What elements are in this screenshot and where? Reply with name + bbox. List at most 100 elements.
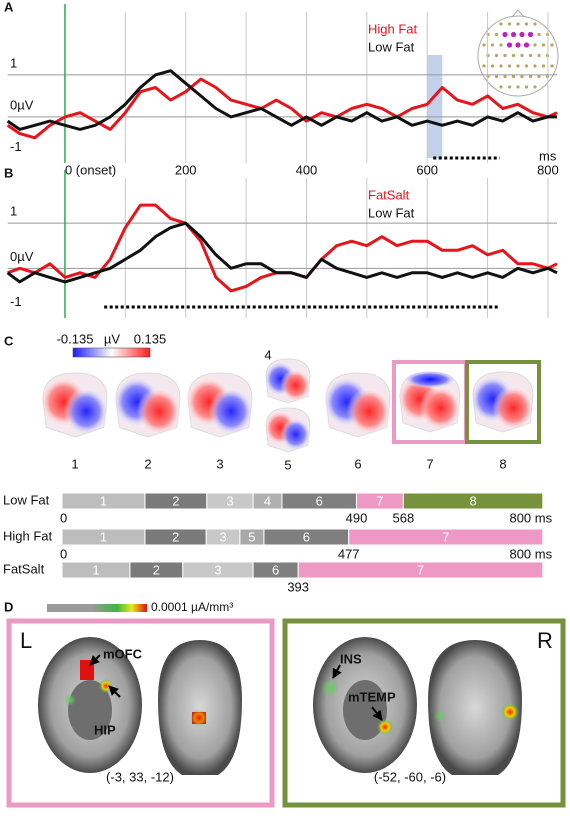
electrode — [527, 31, 534, 38]
coordinates: (-3, 33, -12) — [106, 769, 174, 784]
x-axis-label: ms — [539, 148, 557, 163]
electrode — [494, 32, 499, 37]
topomap-blob — [280, 368, 312, 402]
source-box — [282, 618, 566, 808]
hemisphere-label: R — [537, 628, 553, 653]
legend-entry: High Fat — [368, 21, 418, 36]
electrode — [502, 31, 508, 38]
map-label: 8 — [499, 456, 506, 471]
electrode — [499, 85, 503, 89]
topomap-blob — [346, 387, 392, 436]
map-label: 5 — [284, 457, 291, 472]
brain-coronal — [158, 640, 242, 775]
electrode — [541, 43, 546, 47]
coordinates: (-52, -60, -6) — [374, 769, 446, 784]
electrode — [550, 64, 554, 68]
segment-label: 4 — [264, 493, 271, 508]
x-tick-label: 0 (onset) — [65, 162, 116, 177]
electrode — [524, 85, 529, 89]
electrode — [499, 22, 503, 26]
electrode — [506, 42, 513, 48]
segment-label: 2 — [153, 562, 160, 577]
electrode — [533, 43, 537, 47]
segment-label: 6 — [272, 562, 279, 577]
topomap-blob — [403, 370, 457, 389]
electrode — [528, 74, 533, 79]
region-label: mTEMP — [348, 689, 396, 704]
map-label: 2 — [144, 456, 151, 471]
electrode — [537, 53, 541, 58]
map-frame — [465, 360, 541, 444]
map-label: 4 — [264, 347, 271, 362]
panel-label: B — [4, 165, 13, 180]
map-label: 3 — [216, 456, 223, 471]
row-label: High Fat — [3, 528, 53, 543]
electrode — [524, 64, 529, 68]
colorbar-max: 0.135 — [134, 331, 167, 346]
segment-label: 3 — [226, 493, 233, 508]
segment-label: 3 — [214, 562, 221, 577]
segment-tick-label: 568 — [393, 510, 415, 525]
x-tick-label: 800 — [537, 162, 559, 177]
electrode — [507, 22, 512, 26]
colorbar-unit: µV — [104, 331, 120, 346]
segment-label: 1 — [92, 562, 99, 577]
electrode — [511, 53, 516, 58]
segment-tick-label: 0 — [60, 510, 67, 525]
electrode — [541, 64, 546, 68]
row-label: Low Fat — [3, 492, 50, 507]
series-line — [6, 77, 558, 140]
segment — [297, 561, 544, 579]
electrode — [515, 42, 521, 48]
segment-tick-label: 477 — [338, 546, 360, 561]
x-tick-label: 200 — [175, 162, 197, 177]
electrode — [482, 43, 486, 47]
segment — [402, 492, 544, 510]
electrode — [499, 43, 503, 47]
electrode — [516, 64, 520, 68]
electrode-map — [477, 9, 559, 97]
segment — [348, 528, 544, 546]
segment-label: 2 — [172, 529, 179, 544]
map-label: 1 — [71, 456, 78, 471]
electrode — [490, 43, 495, 47]
segment-label: 7 — [376, 493, 383, 508]
region-label: INS — [340, 651, 362, 666]
electrode — [520, 74, 524, 79]
electrode — [523, 42, 530, 48]
segment-label: 6 — [303, 529, 310, 544]
region-label: HIP — [94, 722, 116, 737]
segment-tick-label: 393 — [287, 579, 309, 594]
electrode — [537, 32, 541, 37]
segment-label: 2 — [172, 493, 179, 508]
source-box — [6, 618, 275, 808]
topomap-blob — [419, 385, 462, 431]
electrode — [503, 53, 507, 58]
electrode — [507, 64, 512, 68]
y-tick-label: -1 — [10, 294, 22, 309]
y-tick-label: 0µV — [10, 97, 34, 112]
electrode — [524, 22, 529, 26]
brain-axial — [38, 637, 142, 773]
electrode — [499, 64, 503, 68]
electrode — [550, 43, 554, 47]
segment-tick-label: 800 ms — [509, 510, 552, 525]
segment-label: 1 — [100, 529, 107, 544]
brain-axial — [313, 637, 417, 773]
map-label: 7 — [426, 456, 433, 471]
colorbar-min: -0.135 — [57, 331, 94, 346]
legend-entry: FatSalt — [368, 187, 410, 202]
legend-entry: Low Fat — [368, 205, 415, 220]
legend-entry: Low Fat — [368, 39, 415, 54]
y-tick-label: 0µV — [10, 249, 34, 264]
y-tick-label: 1 — [10, 204, 17, 219]
colorbar — [72, 347, 151, 358]
panel-label: D — [4, 599, 13, 614]
segment-label: 1 — [100, 493, 107, 508]
electrode — [494, 74, 499, 79]
electrode — [516, 22, 520, 26]
electrode — [516, 85, 520, 89]
x-tick-label: 600 — [416, 162, 438, 177]
brain-coronal — [428, 640, 522, 775]
